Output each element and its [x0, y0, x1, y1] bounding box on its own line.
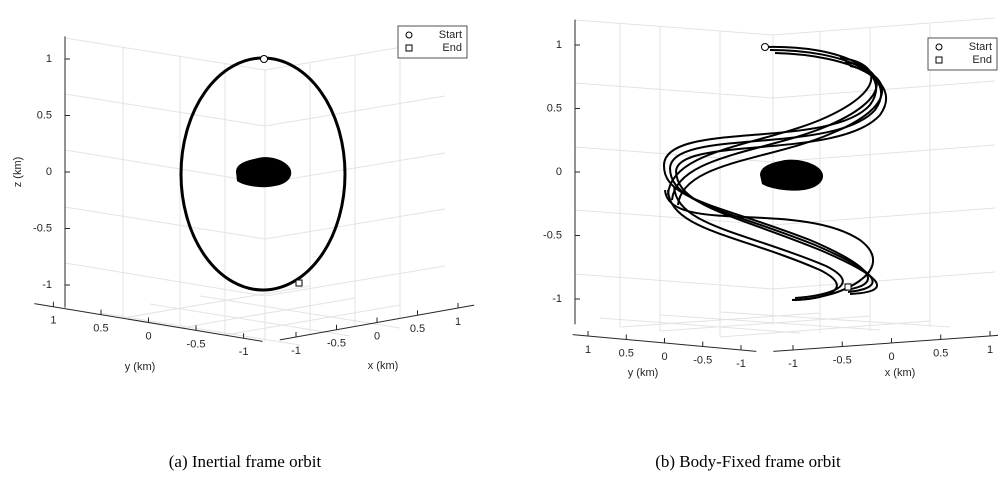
z-tick-label: -0.5 [543, 229, 562, 241]
start-marker [761, 43, 769, 51]
y-axis-label: y (km) [125, 361, 156, 373]
z-tick-label: 0.5 [37, 109, 52, 121]
orbit [662, 45, 887, 301]
z-tick-label: -1 [42, 279, 52, 291]
y-tick-label: 1 [585, 344, 591, 356]
z-axis-label: z (km) [12, 157, 24, 188]
y-axis-label: y (km) [628, 367, 659, 379]
y-tick-label: 0 [145, 330, 151, 342]
grid-line [64, 37, 446, 346]
caption: (a) Inertial frame orbit [169, 452, 322, 471]
z-tick-label: 0 [46, 166, 52, 178]
y-tick-label: -1 [239, 346, 249, 358]
x-tick-label: 0.5 [933, 347, 948, 359]
x-tick-label: 1 [987, 344, 993, 356]
y-tick-label: -0.5 [693, 354, 712, 366]
y-tick-label: 1 [50, 315, 56, 327]
x-tick-label: 0.5 [410, 323, 425, 335]
decor [64, 17, 996, 346]
z-tick-label: 1 [556, 39, 562, 51]
legend-label: Start [439, 29, 462, 41]
legend-marker [405, 31, 413, 39]
y-tick-label: 0 [661, 351, 667, 363]
legend-label: End [442, 42, 462, 54]
x-tick-label: -1 [291, 345, 301, 357]
caption: (b) Body-Fixed frame orbit [655, 452, 841, 471]
legend-marker [935, 43, 943, 51]
y-tick-label: -1 [736, 358, 746, 370]
y-tick-label: 0.5 [93, 323, 108, 335]
y-tick-label: -0.5 [187, 338, 206, 350]
x-axis-label: x (km) [368, 360, 399, 372]
z-tick-label: 0 [556, 166, 562, 178]
legend-marker [935, 56, 943, 64]
legend-box [397, 25, 468, 59]
x-tick-label: -1 [788, 358, 798, 370]
z-tick-label: 0.5 [547, 102, 562, 114]
legend-label: End [972, 54, 992, 66]
x-tick-label: 1 [455, 316, 461, 328]
grid-line [574, 17, 996, 338]
asteroid [236, 157, 292, 188]
x-tick-label: -0.5 [833, 354, 852, 366]
legend-box [927, 37, 998, 71]
end-marker [844, 283, 852, 291]
x-tick-label: 0 [374, 330, 380, 342]
z-tick-label: -0.5 [33, 222, 52, 234]
end-marker [295, 279, 303, 287]
x-axis-label: x (km) [885, 367, 916, 379]
z-tick-label: -1 [552, 293, 562, 305]
x-axis [773, 334, 998, 352]
x-tick-label: 0 [888, 351, 894, 363]
z-tick-label: 1 [46, 53, 52, 65]
y-tick-label: 0.5 [619, 347, 634, 359]
asteroid [760, 159, 824, 191]
legend-label: Start [969, 41, 992, 53]
legend-marker [405, 44, 413, 52]
x-tick-label: -0.5 [327, 338, 346, 350]
start-marker [260, 55, 268, 63]
